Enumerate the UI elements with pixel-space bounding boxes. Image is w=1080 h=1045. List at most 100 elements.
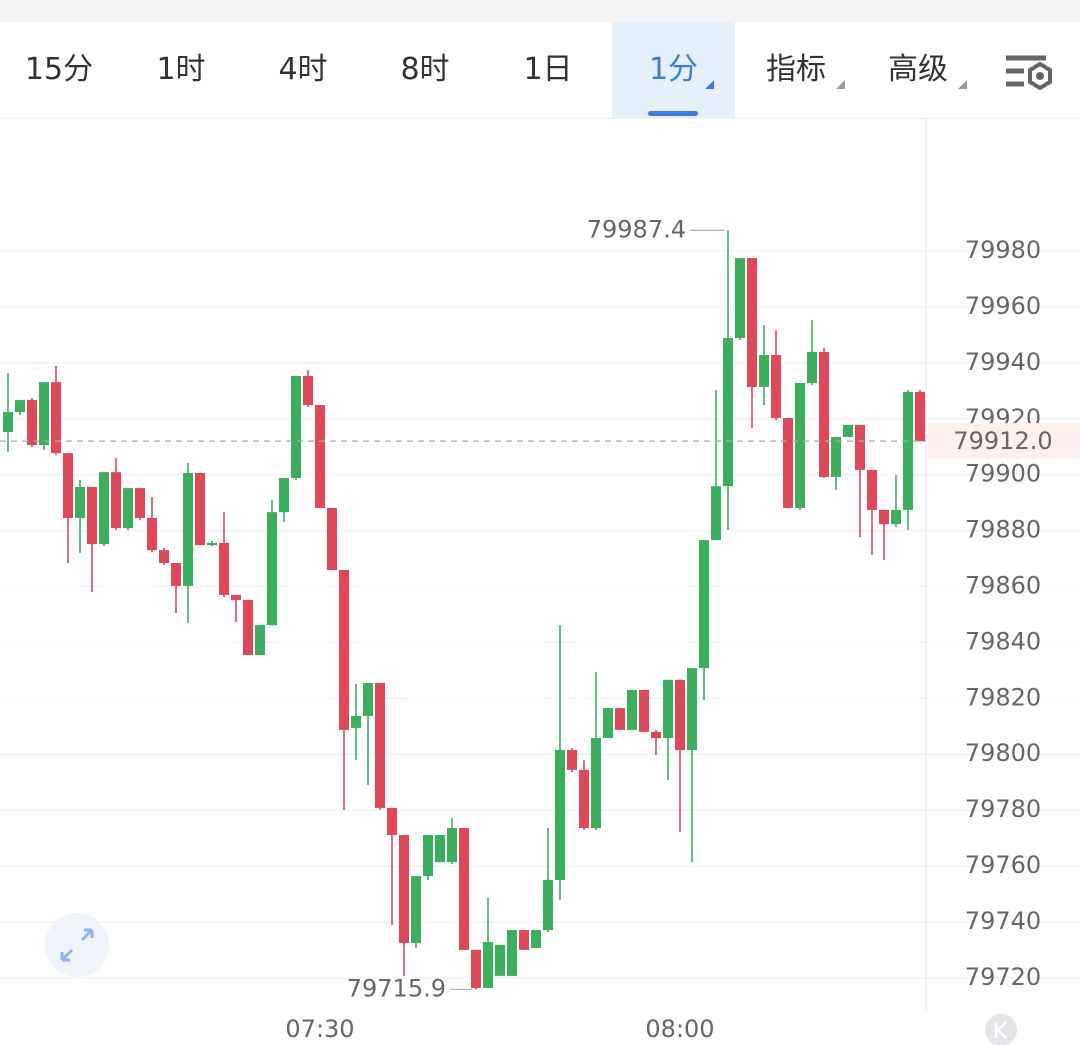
y-tick-label: 79760 [965,851,1041,879]
candle-body [615,708,625,730]
candle-body [735,258,745,338]
last-price-tag [928,423,1080,460]
candle-body [519,930,529,950]
candle-body [423,835,433,877]
candle-body [915,391,925,442]
candle-body [75,486,85,519]
candle-body [627,689,637,730]
candle-body [39,382,49,446]
candle-body [483,942,493,988]
candle-body [51,382,61,454]
candle-body [903,391,913,510]
candle-body [27,400,37,446]
candle-body [411,876,421,943]
candle-body [651,731,661,739]
candle-body [471,949,481,988]
candle-body [867,469,877,510]
scroll-end-button[interactable] [985,1014,1017,1045]
candle-body [15,400,25,413]
candle-body [99,472,109,545]
candle-body [603,708,613,739]
candle-body [879,509,889,525]
expand-button[interactable] [45,913,109,977]
dropdown-triangle [836,80,845,89]
expand-icon [60,928,94,962]
candle-body [387,807,397,836]
y-tick-label: 79820 [965,683,1041,711]
y-tick-label: 79900 [965,460,1041,488]
candle-body [267,512,277,626]
candle-body [147,518,157,551]
tab-label[interactable]: 1分 [648,52,699,87]
tab[interactable]: 1日 [523,52,573,87]
candle-body [699,540,709,669]
status-strip [0,0,1080,22]
active-underline [648,111,698,116]
candle-body [315,405,325,508]
tab[interactable]: 15分 [24,52,94,87]
candle-body [339,570,349,730]
candle-body [639,689,649,732]
candle-body [771,355,781,418]
candle-body [279,478,289,513]
y-tick-label: 79740 [965,907,1041,935]
y-tick-label: 79720 [965,963,1041,991]
candle-body [363,682,373,716]
candle-body [495,944,505,976]
candle-body [675,679,685,751]
candle-body [219,542,229,595]
candle-body [3,412,13,432]
tab-label[interactable]: 指标 [766,52,826,87]
candle-body [399,835,409,943]
y-tick-label: 79960 [965,292,1041,320]
candle-body [531,930,541,948]
tab-bar: 15分 1时 4时 8时 1日 1分 指标 高级 [0,22,1080,119]
candle-body [807,351,817,384]
candle-body [711,486,721,541]
x-tick-label: 07:30 [285,1015,354,1043]
candle-body [591,738,601,829]
last-price-label: 79912.0 [953,427,1052,455]
candle-body [159,550,169,564]
y-tick-label: 79800 [965,739,1041,767]
scroll-end-icon [994,1021,1007,1039]
candle-body [459,828,469,950]
candle-body [747,258,757,387]
candle-body [795,383,805,508]
candle-body [291,376,301,479]
dropdown-triangle [705,80,714,89]
candle-body [207,542,217,546]
candle-body [303,376,313,406]
tab-active[interactable]: 1分 [612,22,735,118]
tab[interactable]: 1时 [156,52,206,87]
tab-label[interactable]: 高级 [888,52,948,87]
dropdown-triangle [958,80,967,89]
tab[interactable]: 指标 [740,22,852,118]
candle-body [63,453,73,519]
candle-body [663,679,673,739]
y-tick-label: 79940 [965,348,1041,376]
candle-body [171,563,181,586]
candle-body [87,486,97,545]
candle-body [567,750,577,770]
x-tick-label: 08:00 [645,1015,714,1043]
candle-body [831,436,841,477]
candle-body [579,769,589,829]
tab[interactable]: 高级 [862,22,974,118]
tab[interactable]: 4时 [278,52,328,87]
candle-body [327,507,337,571]
candle-body [243,599,253,655]
y-tick-label: 79860 [965,572,1041,600]
candle-body [783,417,793,508]
candle-body [543,880,553,931]
candle-body [819,351,829,477]
tab[interactable]: 8时 [400,52,450,87]
y-tick-label: 79980 [965,236,1041,264]
candle-body [123,488,133,529]
high-label: 79987.4 [587,215,686,243]
candle-body [351,715,361,728]
settings-icon[interactable] [1000,42,1060,102]
candle-body [555,750,565,881]
